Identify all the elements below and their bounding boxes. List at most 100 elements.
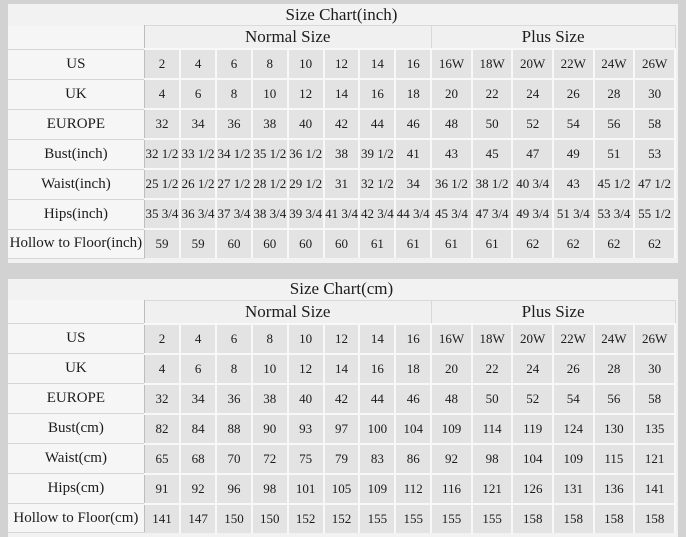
size-cell: 30 — [634, 354, 675, 384]
size-cell: 37 3/4 — [216, 199, 252, 229]
size-cell: 92 — [180, 474, 216, 504]
row-label: Bust(cm) — [8, 414, 144, 444]
size-cell: 141 — [634, 474, 675, 504]
size-cell: 109 — [431, 414, 472, 444]
size-cell: 79 — [324, 444, 360, 474]
size-cell: 18 — [395, 354, 431, 384]
size-cell: 60 — [324, 229, 360, 258]
size-cell: 20 — [431, 354, 472, 384]
size-cell: 39 1/2 — [359, 139, 395, 169]
size-cell: 20W — [512, 324, 553, 354]
size-cell: 92 — [431, 444, 472, 474]
size-cell: 35 3/4 — [144, 199, 180, 229]
size-cell: 45 3/4 — [431, 199, 472, 229]
size-cell: 109 — [359, 474, 395, 504]
size-cell: 35 1/2 — [252, 139, 288, 169]
size-cell: 34 — [180, 384, 216, 414]
size-cell: 12 — [324, 49, 360, 79]
column-group-header: Normal Size — [144, 300, 431, 324]
size-cell: 147 — [180, 504, 216, 533]
size-cell: 61 — [359, 229, 395, 258]
row-label: Waist(cm) — [8, 444, 144, 474]
size-cell: 116 — [431, 474, 472, 504]
size-cell: 130 — [594, 414, 635, 444]
size-cell: 55 1/2 — [634, 199, 675, 229]
size-cell: 158 — [634, 504, 675, 533]
size-cell: 24W — [594, 49, 635, 79]
size-cell: 150 — [216, 504, 252, 533]
size-cell: 25 1/2 — [144, 169, 180, 199]
size-cell: 62 — [512, 229, 553, 258]
size-cell: 158 — [553, 504, 594, 533]
size-cell: 45 — [472, 139, 513, 169]
size-cell: 51 3/4 — [553, 199, 594, 229]
size-cell: 38 — [252, 109, 288, 139]
size-cell: 141 — [144, 504, 180, 533]
size-cell: 16 — [359, 79, 395, 109]
size-cell: 22 — [472, 354, 513, 384]
size-cell: 18W — [472, 49, 513, 79]
size-cell: 6 — [216, 324, 252, 354]
size-cell: 36 1/2 — [431, 169, 472, 199]
size-cell: 54 — [553, 384, 594, 414]
row-label: Bust(inch) — [8, 139, 144, 169]
size-cell: 158 — [594, 504, 635, 533]
size-cell: 112 — [395, 474, 431, 504]
size-cell: 58 — [634, 109, 675, 139]
size-cell: 62 — [594, 229, 635, 258]
size-cell: 65 — [144, 444, 180, 474]
size-cell: 104 — [395, 414, 431, 444]
size-cell: 53 — [634, 139, 675, 169]
size-cell: 98 — [472, 444, 513, 474]
column-group-header: Plus Size — [431, 300, 675, 324]
size-cell: 40 3/4 — [512, 169, 553, 199]
row-label: Hips(inch) — [8, 199, 144, 229]
size-cell: 56 — [594, 109, 635, 139]
size-cell: 61 — [395, 229, 431, 258]
row-label: UK — [8, 79, 144, 109]
size-cell: 43 — [553, 169, 594, 199]
size-cell: 16 — [395, 49, 431, 79]
size-cell: 4 — [144, 79, 180, 109]
table-title: Size Chart(cm) — [8, 279, 675, 301]
size-cell: 83 — [359, 444, 395, 474]
size-cell: 90 — [252, 414, 288, 444]
row-label: US — [8, 324, 144, 354]
size-cell: 46 — [395, 384, 431, 414]
row-label: Waist(inch) — [8, 169, 144, 199]
size-cell: 10 — [252, 354, 288, 384]
size-cell: 105 — [324, 474, 360, 504]
size-cell: 44 — [359, 109, 395, 139]
size-cell: 20W — [512, 49, 553, 79]
size-cell: 32 — [144, 109, 180, 139]
size-cell: 38 — [252, 384, 288, 414]
size-cell: 60 — [288, 229, 324, 258]
size-cell: 10 — [252, 79, 288, 109]
size-cell: 10 — [288, 324, 324, 354]
size-cell: 8 — [252, 49, 288, 79]
size-cell: 6 — [180, 354, 216, 384]
row-label: Hollow to Floor(cm) — [8, 504, 144, 533]
size-cell: 26 — [553, 354, 594, 384]
size-cell: 109 — [553, 444, 594, 474]
size-cell: 53 3/4 — [594, 199, 635, 229]
size-cell: 136 — [594, 474, 635, 504]
size-cell: 32 1/2 — [359, 169, 395, 199]
size-cell: 72 — [252, 444, 288, 474]
size-cell: 12 — [288, 354, 324, 384]
size-cell: 41 — [395, 139, 431, 169]
size-cell: 155 — [431, 504, 472, 533]
size-cell: 42 3/4 — [359, 199, 395, 229]
size-cell: 16 — [359, 354, 395, 384]
size-cell: 14 — [324, 354, 360, 384]
size-cell: 38 1/2 — [472, 169, 513, 199]
size-cell: 152 — [324, 504, 360, 533]
